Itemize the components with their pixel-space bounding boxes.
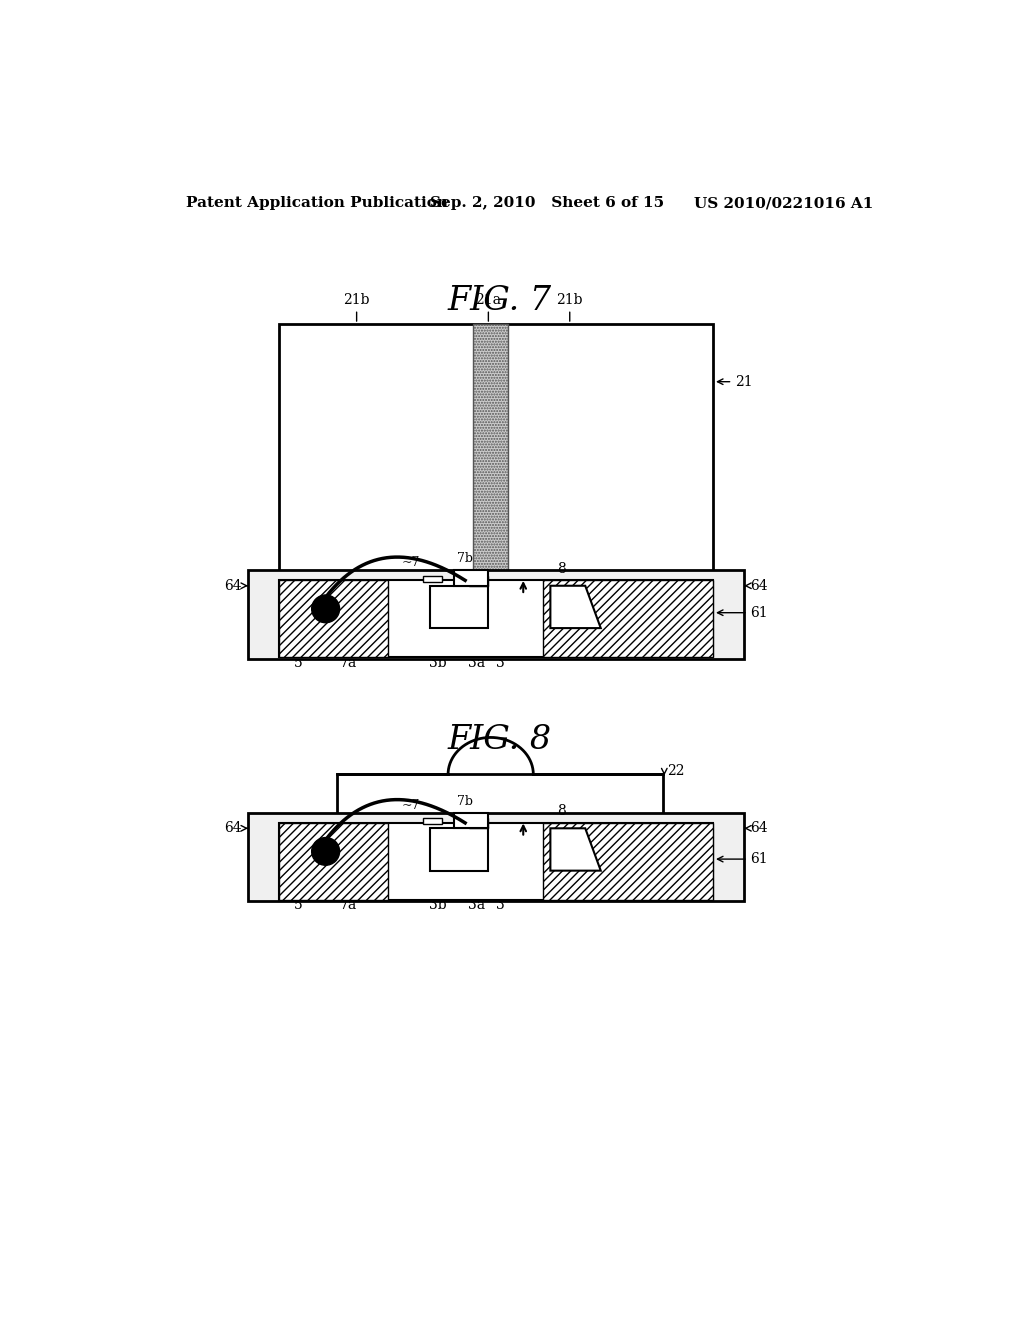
Text: 21a: 21a (475, 293, 502, 308)
Bar (430, 586, 488, 628)
Bar (423, 818, 442, 825)
Bar (430, 829, 488, 871)
Bar (454, 813, 488, 829)
Text: 3: 3 (496, 898, 505, 912)
Text: 5: 5 (294, 898, 303, 912)
Text: US 2010/0221016 A1: US 2010/0221016 A1 (693, 197, 873, 210)
Text: 3a: 3a (468, 656, 485, 669)
Text: 8: 8 (558, 562, 566, 576)
Bar (248, 813, 744, 902)
Text: 7b: 7b (457, 795, 473, 808)
Bar (469, 818, 488, 829)
Bar (543, 581, 713, 657)
Text: 64: 64 (751, 578, 768, 593)
Text: 3: 3 (496, 656, 505, 669)
Text: 21: 21 (735, 375, 753, 388)
Bar (543, 822, 713, 900)
Bar (248, 570, 744, 659)
Bar (280, 581, 713, 657)
Text: 61: 61 (751, 606, 768, 619)
Text: 3a: 3a (468, 898, 485, 912)
Text: 21b: 21b (343, 293, 370, 308)
Bar (423, 576, 442, 582)
Polygon shape (550, 829, 601, 871)
Text: 7a: 7a (340, 898, 357, 912)
Bar (473, 323, 508, 578)
Text: ~7: ~7 (401, 556, 420, 569)
Circle shape (311, 595, 340, 623)
Bar (337, 775, 663, 817)
Text: FIG. 8: FIG. 8 (447, 723, 552, 756)
Polygon shape (550, 586, 601, 628)
Text: 61: 61 (751, 853, 768, 866)
Text: 8: 8 (558, 804, 566, 818)
Text: 3b: 3b (429, 656, 446, 669)
Bar (280, 323, 713, 578)
Text: 64: 64 (751, 821, 768, 836)
Text: 22: 22 (667, 763, 684, 777)
Text: 7b: 7b (457, 552, 473, 565)
Text: 64: 64 (224, 821, 242, 836)
Text: ~7: ~7 (401, 799, 420, 812)
Text: 7a: 7a (340, 656, 357, 669)
Text: Sep. 2, 2010   Sheet 6 of 15: Sep. 2, 2010 Sheet 6 of 15 (430, 197, 665, 210)
Text: Patent Application Publication: Patent Application Publication (186, 197, 449, 210)
Bar (280, 581, 388, 657)
Bar (454, 570, 488, 586)
Text: 5: 5 (294, 656, 303, 669)
Text: FIG. 7: FIG. 7 (447, 285, 552, 317)
Bar (469, 576, 488, 586)
Text: 3b: 3b (429, 898, 446, 912)
Text: 21b: 21b (556, 293, 583, 308)
Bar (280, 822, 713, 900)
Text: 64: 64 (224, 578, 242, 593)
Circle shape (311, 837, 340, 866)
Bar (280, 822, 388, 900)
